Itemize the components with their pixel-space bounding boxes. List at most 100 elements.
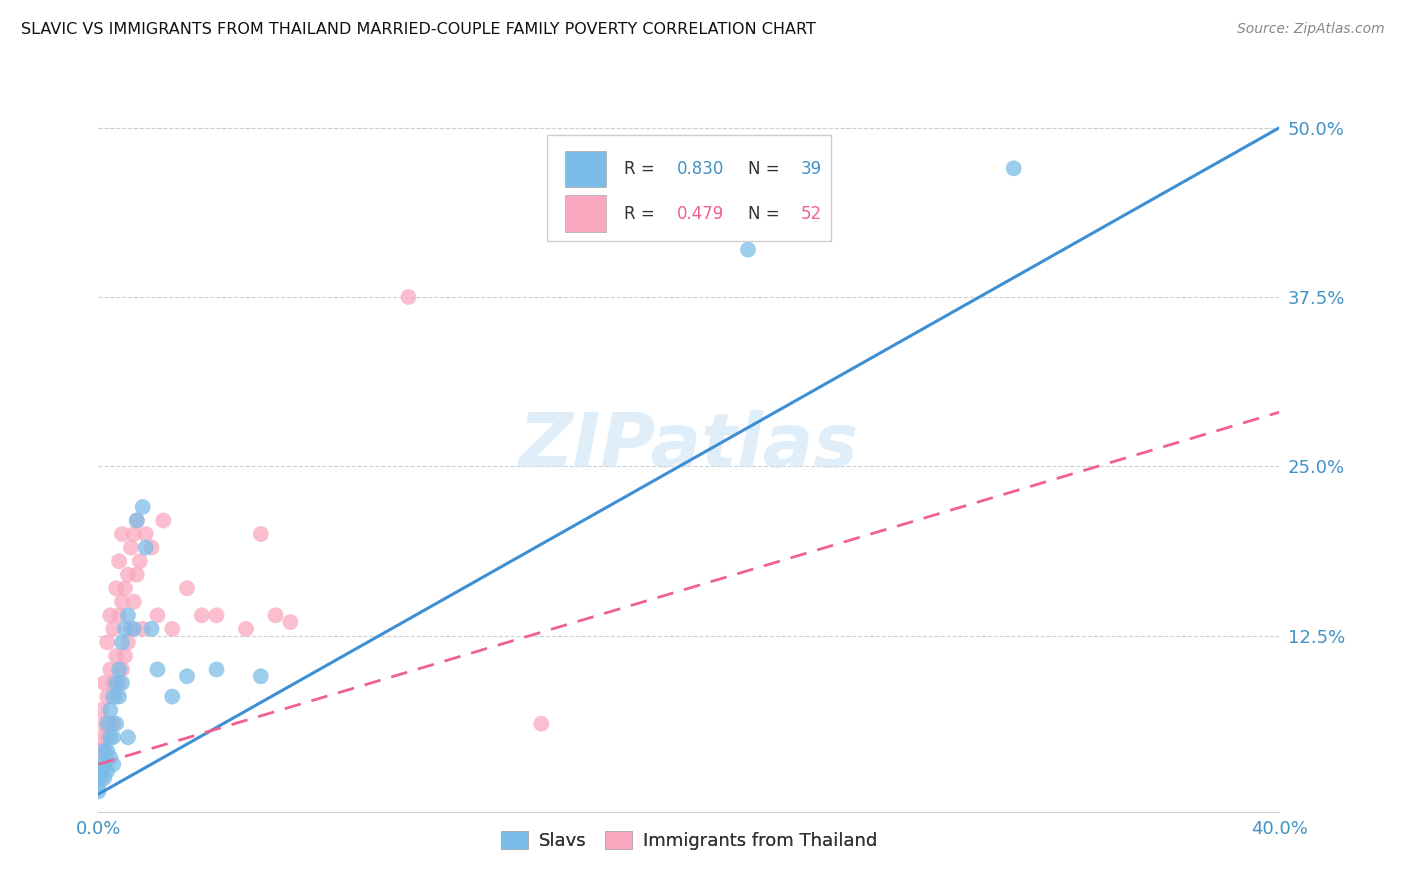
Point <box>205 663 228 677</box>
Legend: Slavs, Immigrants from Thailand: Slavs, Immigrants from Thailand <box>494 823 884 857</box>
Point <box>117 730 139 744</box>
Point <box>114 581 136 595</box>
Point <box>103 730 125 744</box>
Point <box>93 744 115 758</box>
Text: 39: 39 <box>801 160 823 178</box>
Point <box>96 635 118 649</box>
Point <box>125 514 148 528</box>
Point <box>135 527 157 541</box>
Text: SLAVIC VS IMMIGRANTS FROM THAILAND MARRIED-COUPLE FAMILY POVERTY CORRELATION CHA: SLAVIC VS IMMIGRANTS FROM THAILAND MARRI… <box>21 22 815 37</box>
Point <box>117 567 139 582</box>
Point <box>98 703 121 717</box>
Point <box>146 608 169 623</box>
Point <box>90 764 112 778</box>
Text: R =: R = <box>624 204 659 223</box>
Point <box>108 608 131 623</box>
Point <box>117 608 139 623</box>
Text: 0.479: 0.479 <box>678 204 724 223</box>
Point <box>122 527 145 541</box>
Point <box>122 595 145 609</box>
Bar <box>565 195 606 232</box>
Point <box>530 716 553 731</box>
Point <box>93 744 115 758</box>
Point <box>108 676 131 690</box>
Point <box>96 716 118 731</box>
Text: N =: N = <box>748 204 785 223</box>
Point <box>90 703 112 717</box>
Point <box>103 622 125 636</box>
Point <box>111 676 134 690</box>
Point <box>108 690 131 704</box>
Text: ZIPatlas: ZIPatlas <box>519 409 859 483</box>
Point <box>90 757 112 772</box>
Point <box>125 514 148 528</box>
Point <box>141 541 163 555</box>
Point <box>98 716 121 731</box>
Point <box>125 567 148 582</box>
Point <box>87 771 110 785</box>
Point <box>93 771 115 785</box>
Text: Source: ZipAtlas.com: Source: ZipAtlas.com <box>1237 22 1385 37</box>
Point <box>103 757 125 772</box>
Point <box>235 622 257 636</box>
Point <box>146 663 169 677</box>
Point <box>122 622 145 636</box>
Point <box>114 648 136 663</box>
Point <box>250 669 273 683</box>
Bar <box>565 151 606 187</box>
Point <box>132 500 155 514</box>
Point <box>87 744 110 758</box>
Point <box>176 581 198 595</box>
Point <box>135 541 157 555</box>
Point <box>152 514 174 528</box>
Point <box>280 615 302 629</box>
Point <box>90 764 112 778</box>
Bar <box>547 135 831 241</box>
Point <box>141 622 163 636</box>
Point <box>105 716 128 731</box>
Point <box>93 716 115 731</box>
Point <box>1002 161 1025 176</box>
Point <box>264 608 287 623</box>
Point <box>96 744 118 758</box>
Point <box>111 595 134 609</box>
Point <box>98 663 121 677</box>
Point <box>117 635 139 649</box>
Point <box>108 663 131 677</box>
Y-axis label: Married-Couple Family Poverty: Married-Couple Family Poverty <box>0 319 8 573</box>
Point <box>398 290 420 304</box>
Point <box>111 663 134 677</box>
Text: 52: 52 <box>801 204 823 223</box>
Point <box>250 527 273 541</box>
Point <box>98 730 121 744</box>
Point <box>111 635 134 649</box>
Point <box>103 690 125 704</box>
Point <box>111 527 134 541</box>
Point <box>87 784 110 798</box>
Point <box>114 622 136 636</box>
Point <box>176 669 198 683</box>
Point <box>103 716 125 731</box>
Point <box>162 690 183 704</box>
Point <box>87 778 110 792</box>
Point <box>120 541 142 555</box>
Point <box>120 622 142 636</box>
Point <box>105 581 128 595</box>
Text: N =: N = <box>748 160 785 178</box>
Text: R =: R = <box>624 160 659 178</box>
Point <box>205 608 228 623</box>
Point <box>737 243 759 257</box>
Point <box>93 757 115 772</box>
Point <box>93 676 115 690</box>
Point <box>105 690 128 704</box>
Point <box>96 690 118 704</box>
Point <box>191 608 214 623</box>
Point <box>128 554 150 568</box>
Point <box>98 750 121 764</box>
Point <box>90 771 112 785</box>
Point <box>96 764 118 778</box>
Point <box>103 676 125 690</box>
Point <box>105 676 128 690</box>
Point <box>96 730 118 744</box>
Point <box>108 554 131 568</box>
